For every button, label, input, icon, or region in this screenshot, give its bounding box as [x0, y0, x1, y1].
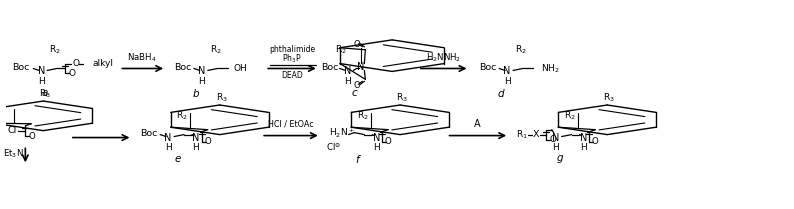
- Text: N: N: [552, 133, 560, 143]
- Text: Boc: Boc: [174, 63, 191, 72]
- Text: N: N: [164, 133, 172, 143]
- Text: Cl: Cl: [7, 126, 17, 135]
- Text: N: N: [344, 66, 351, 76]
- Text: R$_2$: R$_2$: [515, 43, 527, 56]
- Text: Boc: Boc: [480, 63, 497, 72]
- Text: N: N: [192, 133, 199, 143]
- Text: H: H: [580, 143, 587, 152]
- Text: Boc: Boc: [141, 129, 158, 138]
- Text: R$_2$: R$_2$: [176, 110, 188, 122]
- Text: O: O: [353, 40, 360, 49]
- Text: R$_3$: R$_3$: [396, 92, 408, 104]
- Text: R$_3$: R$_3$: [39, 88, 51, 100]
- Text: H: H: [373, 143, 380, 152]
- Text: O: O: [549, 135, 556, 144]
- Text: $d$: $d$: [497, 87, 506, 99]
- Text: NH$_2$: NH$_2$: [541, 62, 560, 75]
- Text: R$_2$: R$_2$: [357, 110, 368, 122]
- Text: Et$_3$N: Et$_3$N: [3, 147, 24, 160]
- Text: $b$: $b$: [192, 87, 200, 99]
- Text: H: H: [192, 143, 199, 152]
- Text: H: H: [553, 143, 559, 152]
- Text: $c$: $c$: [351, 88, 358, 98]
- Text: H$_2$N$^+$: H$_2$N$^+$: [329, 127, 354, 140]
- Text: $e$: $e$: [174, 154, 182, 164]
- Text: O: O: [68, 69, 75, 78]
- Text: H: H: [344, 77, 351, 86]
- Text: $f$: $f$: [355, 153, 362, 165]
- Text: R$_2$: R$_2$: [335, 43, 346, 56]
- Text: N: N: [580, 133, 587, 143]
- Text: R$_2$: R$_2$: [564, 110, 576, 122]
- Text: H$_2$NNH$_2$: H$_2$NNH$_2$: [426, 51, 461, 64]
- Text: X: X: [533, 130, 539, 139]
- Text: R$_2$: R$_2$: [49, 43, 61, 56]
- Text: Boc: Boc: [13, 63, 30, 72]
- Text: Ph$_3$P: Ph$_3$P: [282, 52, 302, 65]
- Text: N: N: [503, 66, 511, 76]
- Text: phthalimide: phthalimide: [269, 45, 315, 54]
- Text: alkyl: alkyl: [93, 59, 114, 68]
- Text: R$_2$: R$_2$: [210, 43, 222, 56]
- Text: N: N: [198, 66, 206, 76]
- Text: O: O: [353, 81, 360, 90]
- Text: R$_3$: R$_3$: [603, 92, 615, 104]
- Text: H: H: [503, 77, 511, 86]
- Text: O: O: [592, 137, 599, 146]
- Text: NaBH$_4$: NaBH$_4$: [128, 51, 157, 64]
- Text: $g$: $g$: [556, 153, 564, 165]
- Text: DEAD: DEAD: [281, 71, 303, 80]
- Text: O: O: [29, 132, 36, 141]
- Text: OH: OH: [233, 64, 247, 73]
- Text: N: N: [372, 133, 380, 143]
- Text: R$_3$: R$_3$: [216, 92, 228, 104]
- Text: R$_1$: R$_1$: [516, 128, 528, 141]
- Text: HCl / EtOAc: HCl / EtOAc: [268, 119, 314, 128]
- Text: H: H: [164, 143, 172, 152]
- Text: Cl$^{\ominus}$: Cl$^{\ominus}$: [326, 141, 341, 153]
- Text: O: O: [385, 137, 391, 146]
- Text: H: H: [38, 77, 44, 86]
- Text: N: N: [37, 66, 45, 76]
- Text: $a$: $a$: [41, 88, 49, 98]
- Text: H: H: [198, 77, 205, 86]
- Text: O: O: [73, 59, 80, 68]
- Text: O: O: [204, 137, 211, 146]
- Text: Boc: Boc: [321, 63, 338, 72]
- Text: N: N: [357, 62, 364, 73]
- Text: A: A: [474, 119, 480, 129]
